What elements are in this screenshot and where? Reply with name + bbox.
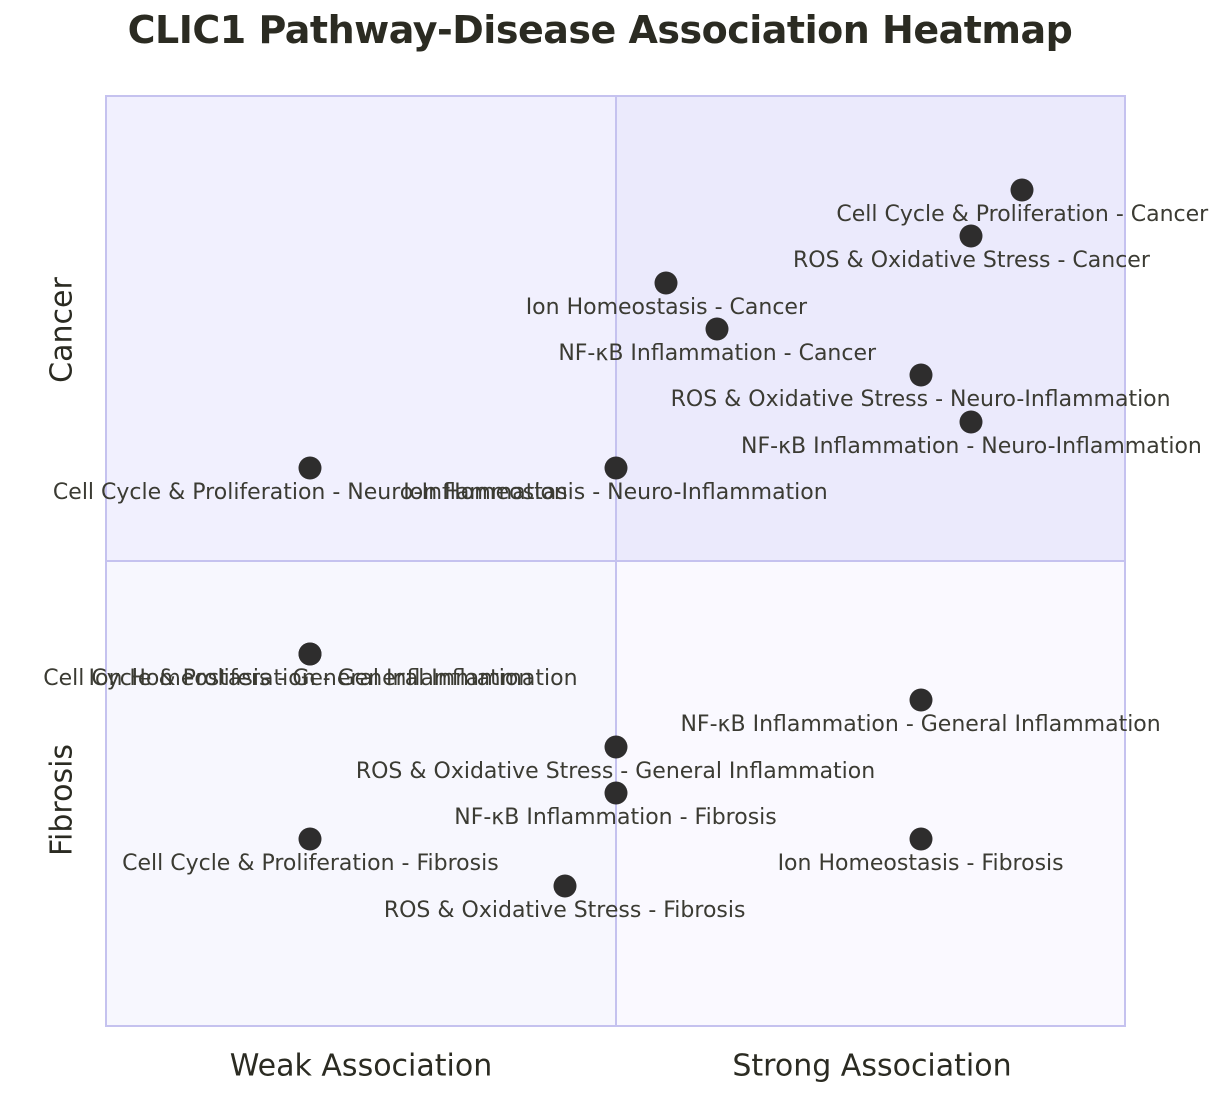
data-point <box>604 735 627 759</box>
point-label: Ion Homeostasis - Cancer <box>525 294 807 320</box>
quadrant-divider-horizontal <box>107 560 1124 562</box>
x-axis-label-strong-association: Strong Association <box>732 1048 1012 1084</box>
data-point <box>959 224 983 248</box>
data-point <box>909 363 933 387</box>
point-label: NF-κB Inflammation - General Inflammatio… <box>680 712 1161 738</box>
point-label: NF-κB Inflammation - Fibrosis <box>454 805 777 830</box>
y-axis-label-cancer: Cancer <box>44 277 80 383</box>
point-label: Ion Homeostasis - Neuro-Inflammation <box>403 480 828 506</box>
point-label: Cell Cycle & Proliferation - Cancer <box>836 201 1209 227</box>
x-axis-label-weak-association: Weak Association <box>229 1048 493 1084</box>
point-label: NF-κB Inflammation - Neuro-Inflammation <box>741 433 1202 459</box>
data-point <box>553 874 577 898</box>
quadrant-weak-cancer <box>107 97 616 561</box>
data-point <box>959 410 983 434</box>
data-point <box>604 456 627 480</box>
point-label: ROS & Oxidative Stress - Neuro-Inflammat… <box>670 387 1171 413</box>
quadrant-strong-cancer <box>615 97 1124 561</box>
quadrant-weak-fibrosis <box>107 561 616 1025</box>
data-point <box>298 827 322 851</box>
point-label: Cell Cycle & Proliferation - Neuro-Infla… <box>52 480 568 506</box>
points-layer: Cell Cycle & Proliferation - Cancer ROS &… <box>43 97 1208 1025</box>
point-label: NF-κB Inflammation - Cancer <box>558 341 877 366</box>
data-point <box>654 271 678 295</box>
quadrant-strong-fibrosis <box>615 561 1124 1025</box>
data-point <box>705 317 729 341</box>
y-axis-label-fibrosis: Fibrosis <box>44 743 80 857</box>
data-point <box>298 456 322 480</box>
point-label: Cell Cycle & Proliferation - Fibrosis <box>122 851 499 877</box>
point-label: ROS & Oxidative Stress - Fibrosis <box>383 897 746 923</box>
data-point <box>604 781 627 805</box>
point-label: ROS & Oxidative Stress - Cancer <box>792 248 1150 274</box>
data-point <box>909 688 933 712</box>
point-label: Cell Cycle & Proliferation - General Inf… <box>43 665 578 691</box>
point-label: ROS & Oxidative Stress - General Inflamm… <box>355 758 876 784</box>
chart-title: CLIC1 Pathway-Disease Association Heatma… <box>127 8 1073 52</box>
point-label: Ion Homeostasis - General Inflammation <box>88 665 533 691</box>
plot-area: Cell Cycle & Proliferation - Cancer ROS &… <box>43 95 1208 1027</box>
point-label: Ion Homeostasis - Fibrosis <box>777 851 1064 877</box>
data-point <box>909 827 933 851</box>
data-point <box>1010 178 1034 202</box>
data-point <box>298 642 322 666</box>
